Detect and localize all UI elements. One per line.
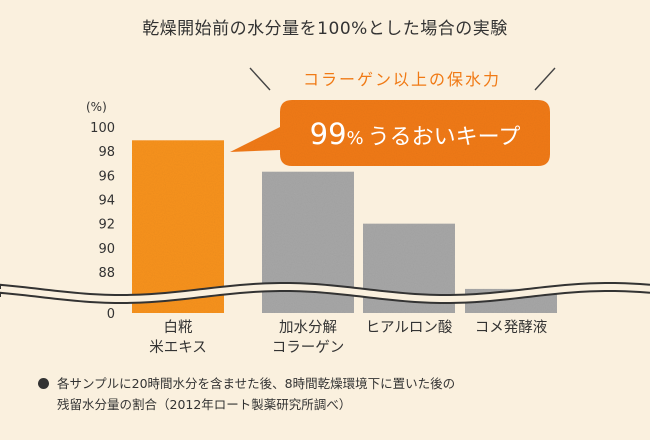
y-tick-88: 88 xyxy=(98,266,115,281)
x-label-1-line-2: 米エキス xyxy=(149,339,207,356)
footnote-line-2: 残留水分量の割合（2012年ロート製薬研究所調べ） xyxy=(57,397,352,412)
y-axis: (%) 88 90 92 94 96 98 100 0 xyxy=(86,100,115,322)
bullet-icon xyxy=(38,378,49,389)
axis-break xyxy=(0,281,650,305)
callout: コラーゲン以上の保水力 99% うるおいキープ xyxy=(230,67,556,166)
y-tick-98: 98 xyxy=(98,145,115,160)
callout-main-text: 99% うるおいキープ xyxy=(310,117,521,151)
y-tick-90: 90 xyxy=(98,242,115,257)
x-label-2-line-1: 加水分解 xyxy=(279,319,337,336)
bar-1 xyxy=(132,140,224,313)
axis-break-line-bottom xyxy=(0,289,650,305)
footnote: 各サンプルに20時間水分を含ませた後、8時間乾燥環境下に置いた後の 残留水分量の… xyxy=(38,373,455,415)
x-label-4-line-1: コメ発酵液 xyxy=(475,319,548,336)
footnote-line-1: 各サンプルに20時間水分を含ませた後、8時間乾燥環境下に置いた後の xyxy=(57,376,456,391)
chart-title: 乾燥開始前の水分量を100%とした場合の実験 xyxy=(142,19,508,39)
y-tick-96: 96 xyxy=(98,169,115,184)
axis-break-line-top xyxy=(0,281,650,297)
x-label-2-line-2: コラーゲン xyxy=(272,339,345,356)
callout-bubble xyxy=(230,100,550,166)
callout-subtitle: コラーゲン以上の保水力 xyxy=(303,70,501,89)
y-tick-94: 94 xyxy=(98,194,115,209)
callout-slash-right xyxy=(534,67,556,91)
x-label-1-line-1: 白糀 xyxy=(164,319,193,336)
x-label-3-line-1: ヒアルロン酸 xyxy=(366,319,453,336)
y-tick-100: 100 xyxy=(90,121,115,136)
y-axis-unit: (%) xyxy=(86,100,107,114)
y-tick-92: 92 xyxy=(98,218,115,233)
y-tick-0: 0 xyxy=(107,307,115,322)
callout-slash-left xyxy=(249,67,271,91)
axis-break-band xyxy=(0,283,650,303)
